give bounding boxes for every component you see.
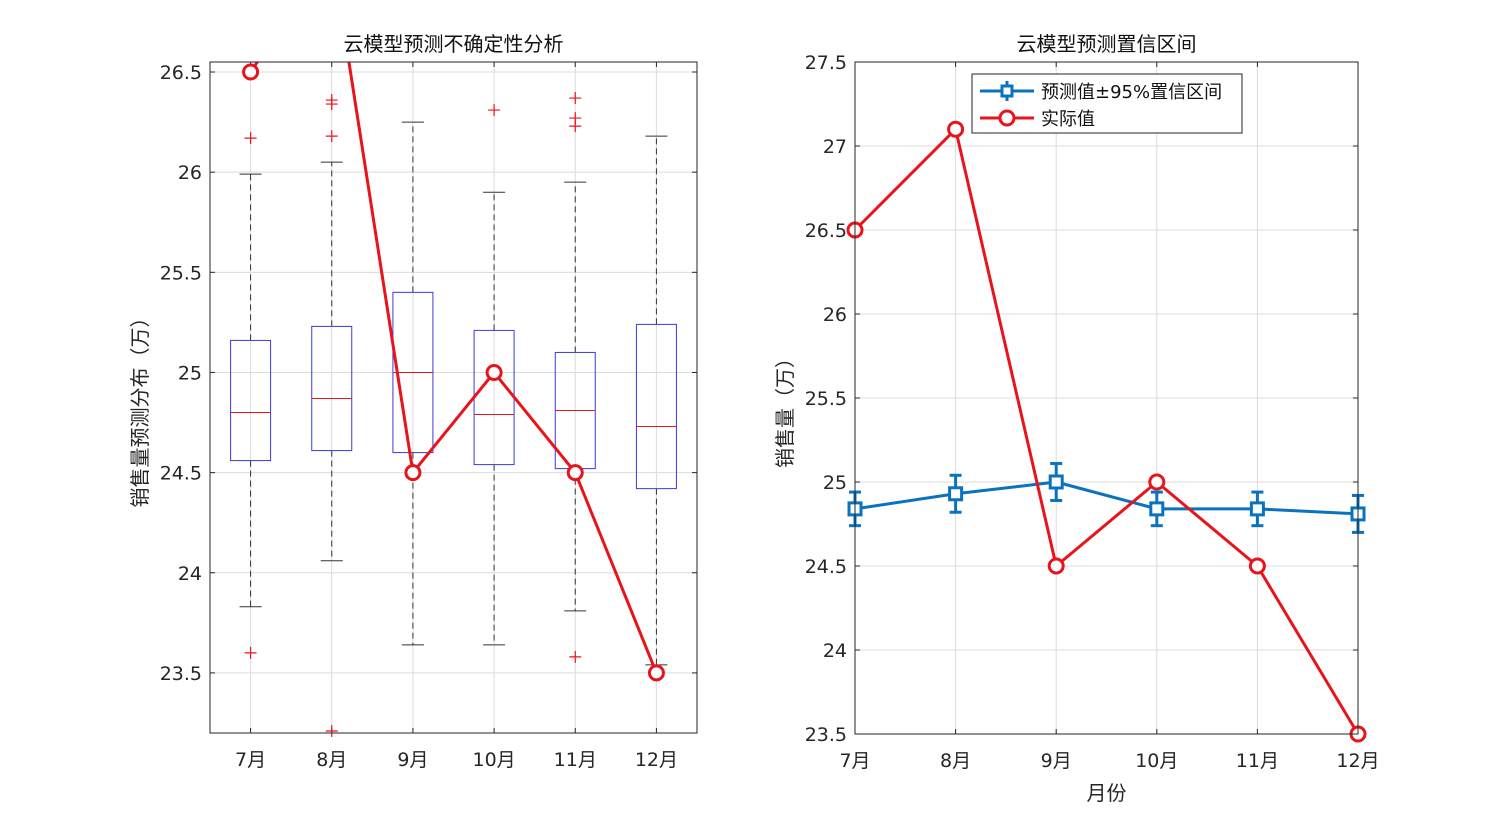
actual-value-markers xyxy=(242,63,665,682)
boxplot-y-tick-label: 23.5 xyxy=(160,663,202,685)
boxplot-y-tick-label: 25.5 xyxy=(160,262,202,284)
confidence-y-tick-label: 26.5 xyxy=(805,220,847,242)
boxplot-title: 云模型预测不确定性分析 xyxy=(344,32,564,56)
boxplot-y-tick-label: 26.5 xyxy=(160,62,202,84)
confidence-y-tick-label: 24 xyxy=(823,640,847,662)
actual-marker xyxy=(947,120,965,138)
confidence-y-axis-label: 销售量（万） xyxy=(773,348,797,468)
confidence-x-axis-label: 月份 xyxy=(1087,781,1127,805)
confidence-y-tick-label: 25 xyxy=(823,472,847,494)
outlier-marker xyxy=(569,650,582,663)
boxplot-y-axis-label: 销售量预测分布（万） xyxy=(128,308,152,508)
outlier-marker xyxy=(569,112,582,125)
actual-marker xyxy=(1047,557,1065,575)
box-iqr xyxy=(635,323,677,490)
boxplot-panel: 23.5 24 24.5 25 25.5 26 26.5 7月 8月 9月 10月 11月 12月 云模型… xyxy=(128,32,698,771)
outlier-marker xyxy=(325,130,338,143)
outlier-marker xyxy=(569,92,582,105)
box-11月 xyxy=(554,92,596,663)
box-9月 xyxy=(392,121,434,646)
actual-value-marker xyxy=(485,363,503,381)
box-7月 xyxy=(230,132,272,659)
confidence-x-tick-label: 11月 xyxy=(1236,750,1279,772)
forecast-marker xyxy=(1249,501,1265,517)
legend-actual-marker xyxy=(998,109,1016,127)
outlier-marker xyxy=(488,104,501,117)
confidence-y-tick-label: 27.5 xyxy=(805,52,847,74)
boxplot-x-tick-label: 11月 xyxy=(554,749,597,771)
boxplot-y-tick-label: 24.5 xyxy=(160,463,202,485)
confidence-x-tick-label: 8月 xyxy=(940,750,971,772)
boxplot-y-tick-label: 25 xyxy=(178,362,202,384)
legend-forecast-label: 预测值±95%置信区间 xyxy=(1041,82,1222,103)
confidence-x-tick-label: 9月 xyxy=(1041,750,1072,772)
box-12月 xyxy=(635,135,677,666)
actual-value-marker xyxy=(404,464,422,482)
actual-marker xyxy=(1148,473,1166,491)
confidence-x-tick-label: 7月 xyxy=(839,750,870,772)
actual-value-line xyxy=(249,62,658,674)
actual-value-marker xyxy=(566,464,584,482)
boxplot-axis-frame xyxy=(209,61,698,734)
confidence-y-tick-label: 27 xyxy=(823,136,847,158)
legend-forecast-marker xyxy=(1000,84,1014,98)
boxplot-x-tick-label: 9月 xyxy=(397,749,428,771)
boxplot-x-tick-label: 12月 xyxy=(635,749,678,771)
boxplot-x-tick-label: 7月 xyxy=(235,749,266,771)
outlier-marker xyxy=(244,646,257,659)
actual-value-marker xyxy=(647,664,665,682)
box-8月 xyxy=(311,94,353,737)
boxplot-y-tick-label: 26 xyxy=(178,162,202,184)
confidence-x-tick-label: 10月 xyxy=(1135,750,1178,772)
forecast-series xyxy=(847,462,1366,534)
boxplot-plot-area xyxy=(210,62,697,733)
confidence-title: 云模型预测置信区间 xyxy=(1017,32,1197,56)
legend-actual-label: 实际值 xyxy=(1041,109,1095,130)
forecast-marker xyxy=(1149,501,1165,517)
confidence-x-tick-label: 12月 xyxy=(1336,750,1379,772)
confidence-panel: 23.5 24 24.5 25 25.5 26 26.5 27 27.5 7月 8月 9月 10月 11月… xyxy=(773,32,1380,805)
forecast-marker xyxy=(948,486,964,502)
boxplot-x-tick-label: 10月 xyxy=(472,749,515,771)
confidence-y-tick-label: 26 xyxy=(823,304,847,326)
box-iqr xyxy=(230,339,272,462)
boxplot-y-tick-label: 24 xyxy=(178,563,202,585)
actual-marker xyxy=(1248,557,1266,575)
outlier-marker xyxy=(244,132,257,145)
actual-value-marker xyxy=(242,63,260,81)
confidence-y-tick-label: 23.5 xyxy=(805,724,847,746)
forecast-line xyxy=(854,480,1359,516)
outlier-marker xyxy=(325,94,338,107)
box-iqr xyxy=(311,325,353,452)
confidence-axis-frame xyxy=(854,61,1359,735)
actual-line xyxy=(853,127,1360,735)
legend-box xyxy=(971,73,1243,134)
outlier-marker xyxy=(325,724,338,737)
confidence-y-tick-label: 25.5 xyxy=(805,388,847,410)
forecast-marker xyxy=(1048,474,1064,490)
boxplot-x-tick-label: 8月 xyxy=(316,749,347,771)
confidence-y-tick-label: 24.5 xyxy=(805,556,847,578)
